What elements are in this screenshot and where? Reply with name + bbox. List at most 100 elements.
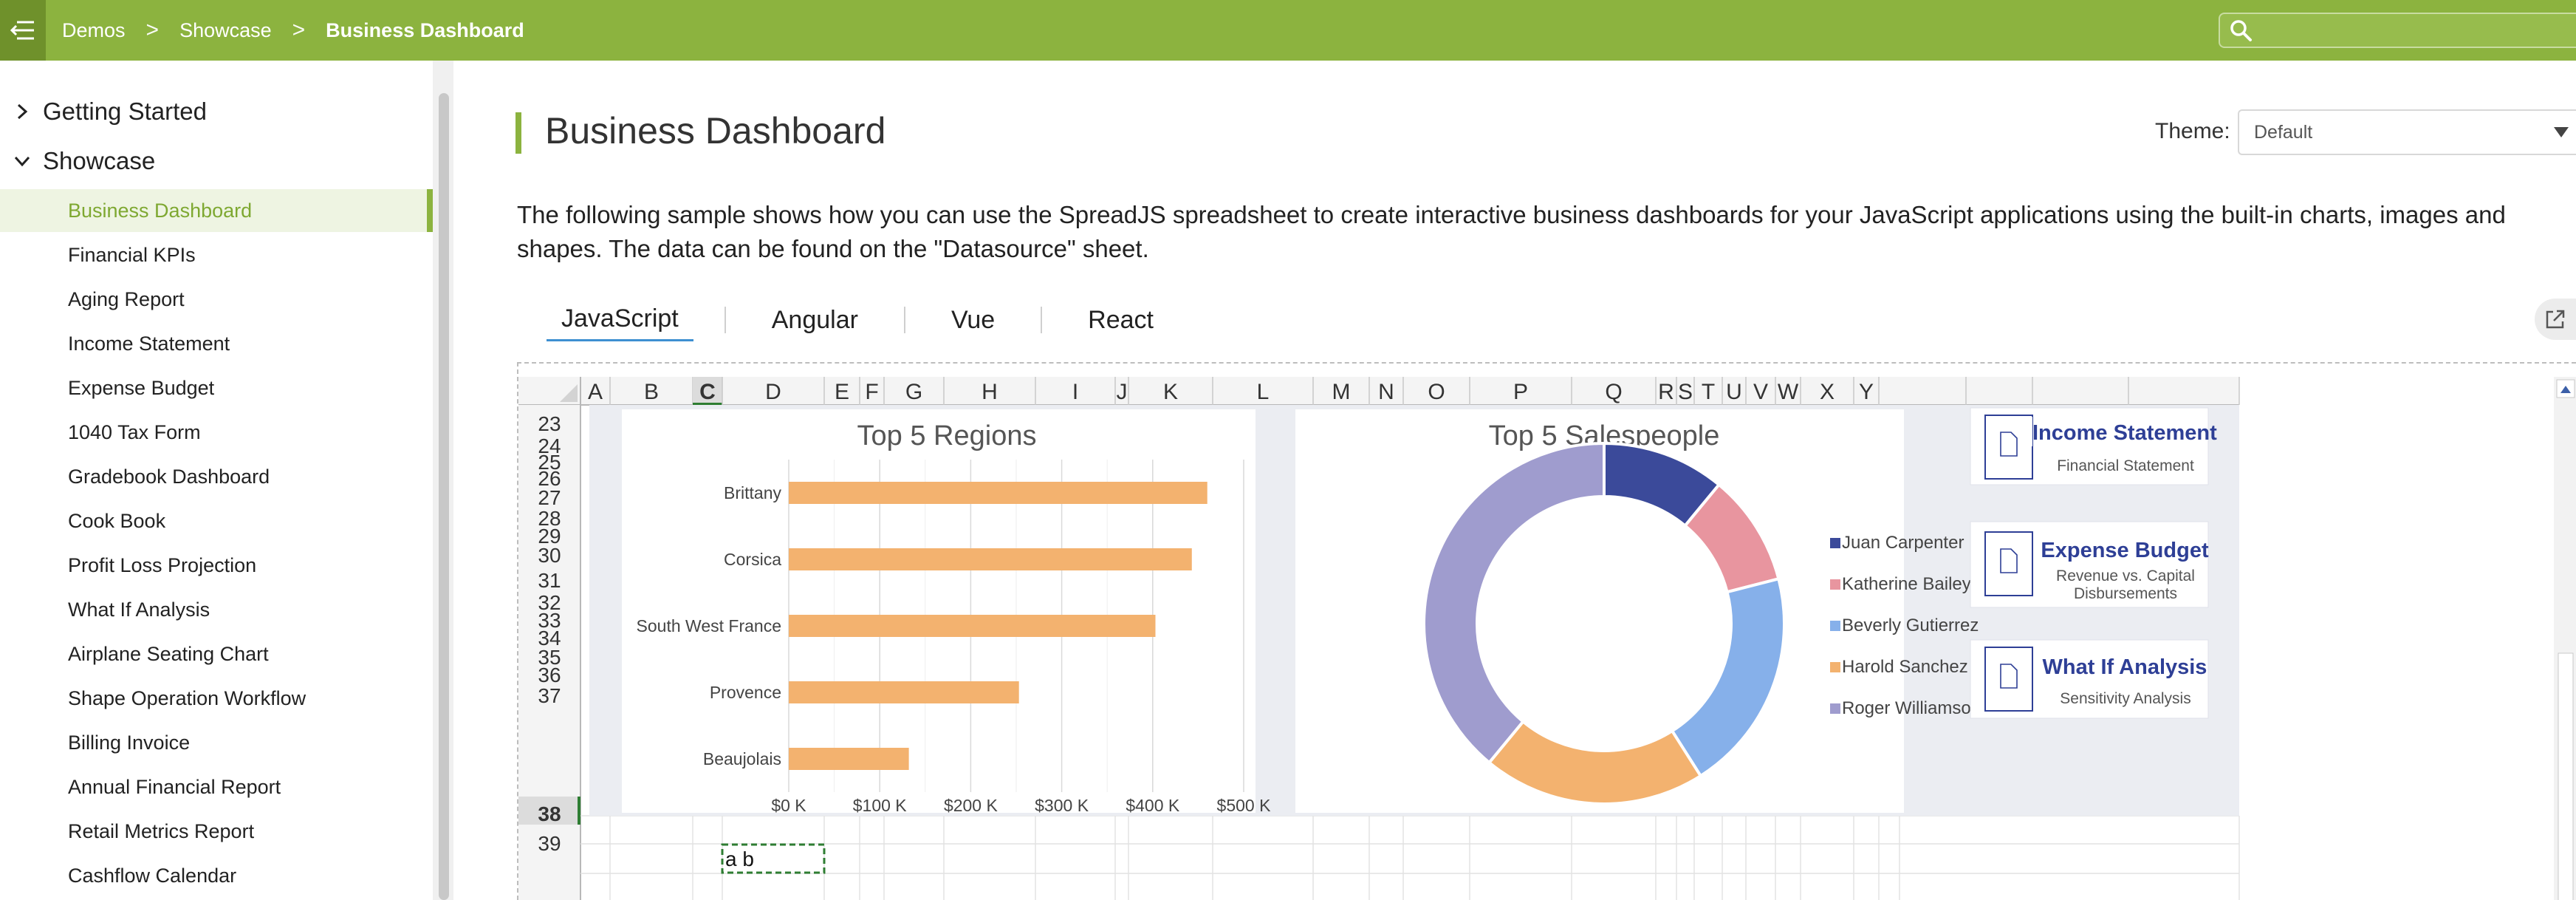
row-header-23[interactable]: 23 [538,412,561,435]
row-header-39[interactable]: 39 [538,832,561,855]
sidebar-item-income-statement[interactable]: Income Statement [68,332,230,355]
sidebar-item-airplane-seating-chart[interactable]: Airplane Seating Chart [68,642,269,665]
sidebar-item-financial-kpis[interactable]: Financial KPIs [68,243,196,266]
page-description: The following sample shows how you can u… [517,201,2506,262]
breadcrumb-demos[interactable]: Demos [62,18,126,41]
card-what-if-analysis[interactable]: What If Analysis Sensitivity Analysis [1970,639,2209,719]
select-all-corner[interactable] [560,384,578,402]
sidebar-item-aging-report[interactable]: Aging Report [68,287,185,310]
column-header-e[interactable]: E [835,380,849,404]
column-header-f[interactable]: F [865,380,878,404]
breadcrumb-separator: > [292,18,306,42]
sidebar-item-annual-financial-report[interactable]: Annual Financial Report [68,775,281,798]
row-header-30[interactable]: 30 [538,544,561,567]
column-header-p[interactable]: P [1513,380,1528,404]
sidebar-group-showcase[interactable]: Showcase [15,147,155,175]
row-header-31[interactable]: 31 [538,569,561,592]
search-input[interactable] [2219,13,2576,48]
framework-tabs: JavaScript Angular Vue React [547,299,1168,341]
sidebar-item-billing-invoice[interactable]: Billing Invoice [68,731,191,754]
column-header-m[interactable]: M [1332,380,1351,404]
scroll-up-button[interactable] [2556,379,2575,398]
column-header-t[interactable]: T [1702,380,1715,404]
column-header-o[interactable]: O [1428,380,1445,404]
row-header-33[interactable]: 33 [538,609,561,632]
row-header-37[interactable]: 37 [538,684,561,707]
column-header-l[interactable]: L [1257,380,1270,404]
row-header-32[interactable]: 32 [538,591,561,614]
active-cell-value[interactable]: a b [725,848,754,870]
cell-gridlines [580,815,2239,874]
breadcrumb-separator: > [145,18,160,42]
row-header-25[interactable]: 25 [538,451,561,474]
bar-category-label: Provence [710,683,781,702]
column-header-i[interactable]: I [1072,380,1078,404]
column-header-u[interactable]: U [1726,380,1742,404]
card-expense-budget[interactable]: Expense Budget Revenue vs. Capital Disbu… [1970,521,2209,608]
card-subtitle: Disbursements [2074,585,2177,602]
row-header-38[interactable]: 38 [538,802,561,825]
column-header-h[interactable]: H [982,380,998,404]
column-header-r[interactable]: R [1658,380,1674,404]
active-cell[interactable] [721,843,826,874]
breadcrumb-current: Business Dashboard [326,18,524,41]
row-header-24[interactable]: 24 [538,434,561,457]
row-header-36[interactable]: 36 [538,664,561,686]
sidebar-group-getting-started[interactable]: Getting Started [15,98,207,126]
sidebar-item-retail-metrics-report[interactable]: Retail Metrics Report [68,819,255,842]
sidebar-item-gradebook-dashboard[interactable]: Gradebook Dashboard [68,465,270,488]
column-header-g[interactable]: G [905,380,922,404]
row-header-29[interactable]: 29 [538,525,561,548]
sidebar-item-cook-book[interactable]: Cook Book [68,509,166,532]
column-header-a[interactable]: A [588,380,603,404]
tab-javascript[interactable]: JavaScript [547,299,693,341]
column-header-k[interactable]: K [1163,380,1178,404]
row-header-27[interactable]: 27 [538,486,561,509]
tab-angular[interactable]: Angular [771,305,858,334]
sidebar-item-expense-budget[interactable]: Expense Budget [68,376,215,399]
column-header-w[interactable]: W [1778,380,1799,404]
menu-collapse-button[interactable] [0,0,46,61]
card-subtitle: Financial Statement [2057,457,2194,474]
breadcrumb-showcase[interactable]: Showcase [179,18,272,41]
row-header-28[interactable]: 28 [538,507,561,530]
document-icon [1984,531,2033,596]
bar-category-label: Corsica [724,550,781,569]
bar-south-west-france [789,615,1156,637]
column-header-x[interactable]: X [1820,380,1835,404]
tab-react[interactable]: React [1088,305,1154,334]
open-in-new-window-button[interactable] [2535,299,2576,340]
row-header-26[interactable]: 26 [538,467,561,490]
column-header-s[interactable]: S [1678,380,1693,404]
tab-vue[interactable]: Vue [950,305,996,334]
sidebar-item-1040-tax-form[interactable]: 1040 Tax Form [68,420,201,443]
sidebar-item-shape-operation-workflow[interactable]: Shape Operation Workflow [68,686,306,709]
x-axis-tick-label: $0 K [771,796,806,815]
donut-slice-roger-williamson [1422,441,1606,765]
sheet-scrollbar-thumb[interactable] [2558,652,2574,900]
sidebar-item-business-dashboard[interactable]: Business Dashboard [0,189,433,232]
row-header-35[interactable]: 35 [538,646,561,669]
column-header-d[interactable]: D [765,380,781,404]
selected-row-header[interactable] [518,797,580,825]
column-header-v[interactable]: V [1753,380,1768,404]
column-header-j[interactable]: J [1117,380,1128,404]
theme-select[interactable]: Default [2238,109,2576,155]
column-header-n[interactable]: N [1378,380,1394,404]
card-title: Expense Budget [2041,539,2209,562]
row-header-34[interactable]: 34 [538,627,561,650]
sidebar-item-cashflow-calendar[interactable]: Cashflow Calendar [68,864,237,887]
column-header-q[interactable]: Q [1605,380,1622,404]
column-header-c[interactable]: C [699,380,716,404]
selected-column-header[interactable] [693,377,722,405]
legend-item-label: Beverly Gutierrez [1842,616,1979,635]
column-header-y[interactable]: Y [1859,380,1874,404]
sidebar-item-what-if-analysis[interactable]: What If Analysis [68,598,210,621]
column-header-b[interactable]: B [644,380,659,404]
sidebar-item-profit-loss-projection[interactable]: Profit Loss Projection [68,553,257,576]
sidebar-scrollbar-thumb[interactable] [439,93,449,900]
card-income-statement[interactable]: Income Statement Financial Statement [1970,407,2217,485]
